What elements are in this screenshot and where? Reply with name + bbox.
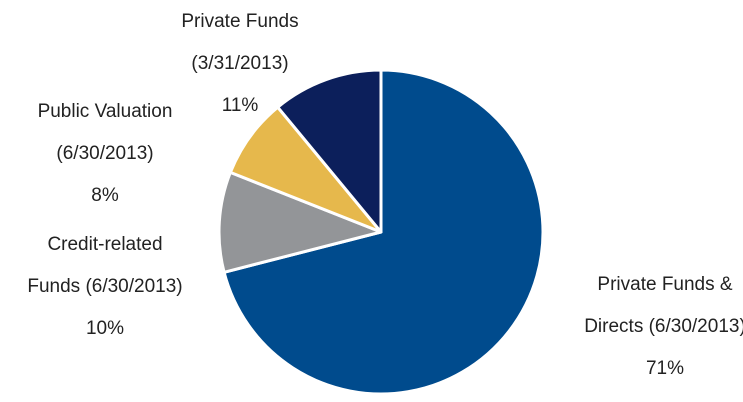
pie-slice xyxy=(276,68,383,234)
value-label: 11% xyxy=(222,95,259,116)
value-label: 10% xyxy=(86,318,124,339)
slice-label: Private Funds & xyxy=(597,274,732,295)
slice-label: Private Funds xyxy=(181,11,298,32)
slice-label: Credit-related xyxy=(47,234,162,255)
pie-slice xyxy=(222,68,545,396)
value-label: 71% xyxy=(646,358,684,379)
slice-label: Public Valuation xyxy=(38,101,173,122)
slice-label: (6/30/2013) xyxy=(56,143,153,164)
pie-slice xyxy=(217,170,383,274)
value-label: 8% xyxy=(91,185,119,206)
slice-label: Funds (6/30/2013) xyxy=(27,276,182,297)
slice-label: Directs (6/30/2013) xyxy=(584,316,743,337)
slice-label: (3/31/2013) xyxy=(191,53,288,74)
